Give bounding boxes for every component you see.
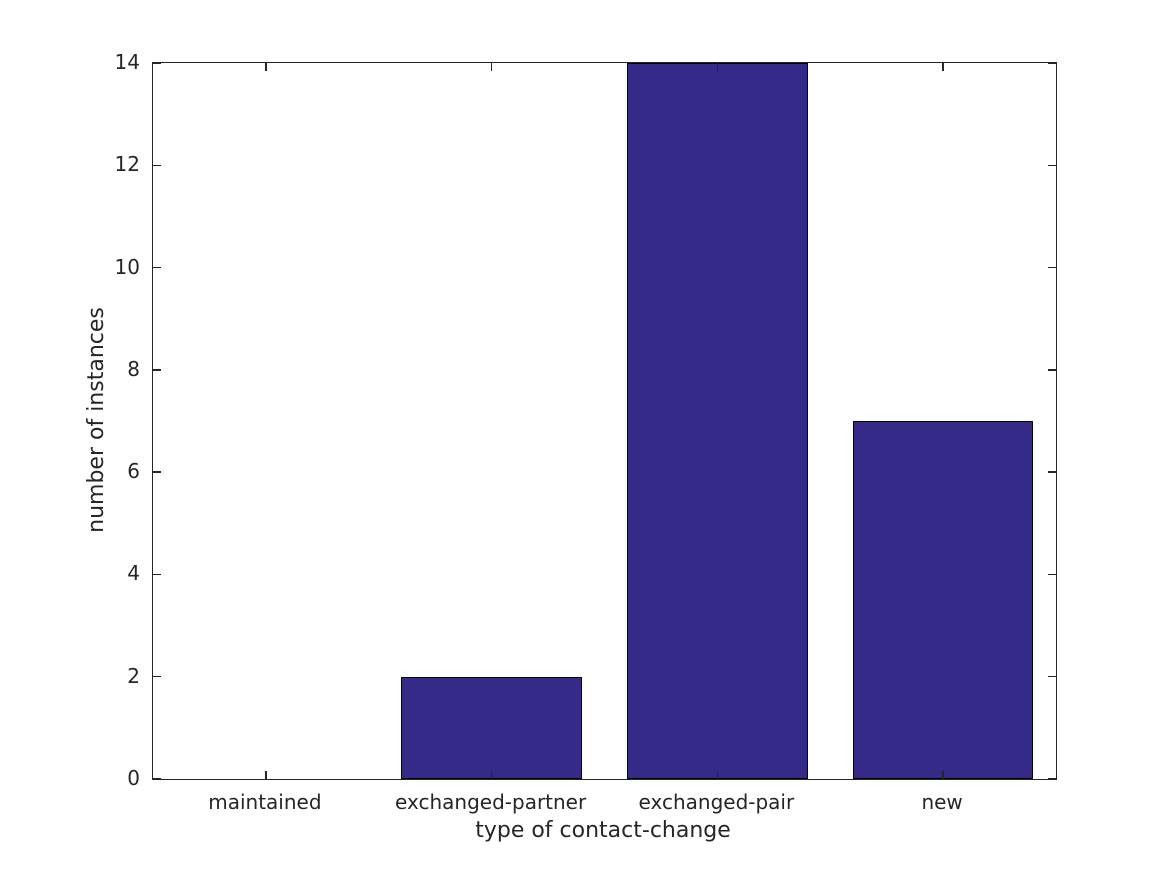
y-tick-mark [1048, 164, 1056, 167]
x-tick-mark [265, 63, 267, 71]
y-tick-label: 0 [127, 766, 140, 790]
y-tick-mark [153, 266, 161, 269]
y-axis-title: number of instances [83, 307, 109, 533]
x-tick-label-new: new [921, 790, 963, 814]
y-tick-label: 4 [127, 561, 140, 586]
x-tick-mark [942, 63, 944, 71]
y-tick-mark [153, 164, 161, 167]
x-tick-mark [942, 771, 944, 779]
y-tick-label: 14 [114, 50, 140, 74]
x-tick-mark [716, 771, 719, 779]
y-tick-mark [1048, 675, 1056, 678]
x-tick-label-maintained: maintained [208, 790, 322, 814]
y-tick-label: 12 [114, 152, 140, 177]
y-tick-mark [153, 573, 161, 576]
y-tick-label: 8 [127, 356, 140, 381]
y-tick-mark [153, 62, 161, 64]
y-tick-mark [153, 369, 161, 371]
y-tick-mark [1048, 778, 1056, 780]
y-tick-mark [1048, 266, 1056, 269]
y-tick-mark [1048, 573, 1056, 576]
y-tick-mark [1048, 62, 1056, 64]
plot-area [152, 62, 1057, 780]
x-tick-mark [490, 63, 493, 71]
y-tick-mark [1048, 471, 1056, 473]
bar-new [852, 421, 1034, 779]
x-axis-title: type of contact-change [475, 818, 731, 843]
x-tick-label-exchanged-pair: exchanged-pair [638, 790, 795, 814]
y-tick-mark [153, 778, 161, 780]
y-tick-mark [1048, 369, 1056, 371]
y-tick-label: 2 [127, 663, 140, 688]
bar-exchanged-partner [401, 676, 582, 779]
x-tick-label-exchanged-partner: exchanged-partner [395, 790, 587, 814]
y-tick-label: 10 [114, 254, 140, 279]
bar-exchanged-pair [627, 63, 808, 779]
y-tick-mark [153, 471, 161, 473]
y-tick-mark [153, 675, 161, 678]
x-tick-mark [490, 771, 493, 779]
x-tick-mark [265, 771, 267, 779]
y-tick-label: 6 [127, 459, 140, 484]
x-tick-mark [716, 63, 719, 71]
